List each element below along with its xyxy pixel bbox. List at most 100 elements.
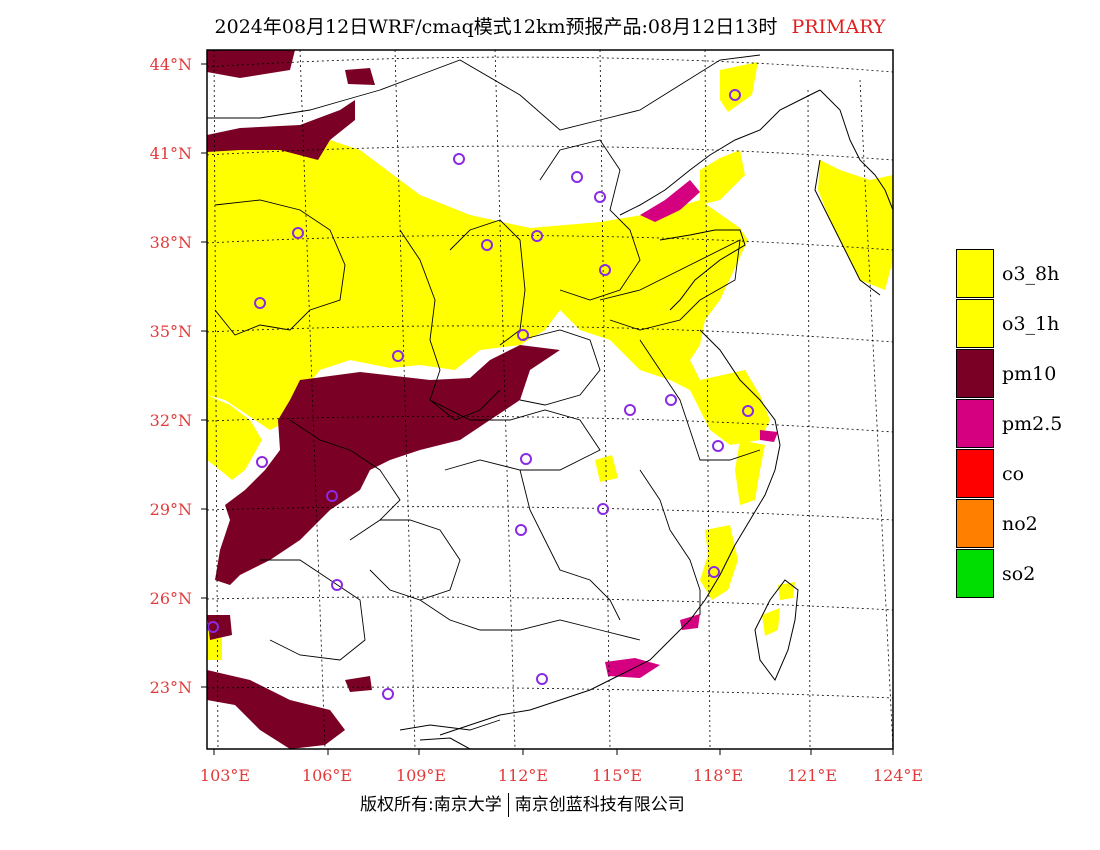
coast-taiwan [754, 579, 799, 681]
legend-label: pm10 [1002, 363, 1057, 385]
coastlines [419, 89, 893, 749]
o3-region-jiangxi-spot [595, 455, 618, 482]
station-marker [597, 503, 609, 515]
pm10-region-guangxi-patch [345, 676, 372, 692]
parallel-26n [207, 596, 893, 611]
boundary-inner-mongolia [207, 54, 761, 131]
meridian-121e [807, 89, 811, 749]
meridian-124e [859, 79, 893, 749]
o3-region-northeast [720, 62, 758, 112]
footer-separator [507, 793, 509, 817]
legend-swatch [956, 299, 994, 348]
chart-title: 2024年08月12日WRF/cmaq模式12km预报产品:08月12日13时 P… [0, 12, 1100, 39]
o3-region-liaoning [700, 150, 745, 205]
o3-region-north [207, 130, 770, 445]
station-marker [729, 89, 741, 101]
province-boundaries [207, 54, 761, 731]
lat-tick-label: 29°N [150, 500, 192, 519]
station-marker [520, 453, 532, 465]
legend-label: no2 [1002, 513, 1038, 535]
legend-swatch [956, 499, 994, 548]
boundary-yunnan [260, 559, 366, 661]
pm10-region-west-edge [207, 615, 232, 640]
o3-region-taiwan-north [778, 582, 795, 600]
meridian-118e [704, 50, 711, 749]
station-marker [382, 688, 394, 700]
lat-tick-label: 38°N [150, 233, 192, 252]
boundary-shaanxi [399, 229, 501, 421]
station-marker [481, 239, 493, 251]
pm10-region-yunnan-south [207, 670, 345, 749]
boundary-hebei [539, 139, 641, 301]
station-marker [515, 524, 527, 536]
boundary-anhui-jiangsu [639, 339, 761, 461]
legend-label: pm2.5 [1002, 413, 1063, 435]
station-marker [256, 456, 268, 468]
pm25-region-bohai [640, 180, 700, 222]
station-marker [331, 579, 343, 591]
o3-region-east-coast [735, 440, 765, 505]
station-marker [453, 153, 465, 165]
meridian-106e [299, 50, 326, 749]
station-marker [292, 227, 304, 239]
o3-region-west [207, 395, 262, 480]
station-marker [254, 297, 266, 309]
meridian-115e [599, 50, 611, 749]
boundary-jiangxi-fujian [639, 469, 701, 615]
lon-tick-label: 124°E [873, 766, 923, 785]
lat-tick-label: 44°N [150, 55, 192, 74]
boundary-shandong [599, 239, 741, 331]
lon-tick-label: 106°E [302, 766, 352, 785]
boundary-guangxi-guangdong [419, 599, 641, 641]
station-markers [207, 89, 754, 700]
lon-tick-label: 103°E [200, 766, 250, 785]
o3-areas [207, 62, 893, 660]
station-marker [571, 171, 583, 183]
pm10-region-sichuan [215, 345, 560, 585]
pm25-areas [605, 180, 778, 678]
coast-hainan [419, 737, 471, 749]
o3-region-fujian [700, 525, 738, 600]
station-marker [531, 230, 543, 242]
station-marker [712, 440, 724, 452]
station-marker [207, 621, 219, 633]
station-marker [624, 404, 636, 416]
station-marker [665, 394, 677, 406]
parallel-23n [207, 686, 893, 699]
graticule [207, 50, 893, 749]
legend-swatch [956, 449, 994, 498]
copyright-footer: 版权所有:南京大学 南京创蓝科技有限公司 [360, 790, 685, 817]
boundary-hunan-jiangxi [519, 469, 621, 621]
pm10-region-top-left [207, 50, 295, 78]
tick-marks [201, 63, 894, 755]
coast-bohai-yellow-sea [619, 89, 821, 216]
boundary-hubei [429, 399, 601, 471]
pm10-region-top-patch [345, 68, 375, 85]
boundary-henan [519, 329, 601, 406]
station-marker [326, 490, 338, 502]
lat-tick-label: 23°N [150, 678, 192, 697]
legend-label: co [1002, 463, 1025, 485]
legend-swatch [956, 549, 994, 598]
copyright-right: 南京创蓝科技有限公司 [514, 795, 685, 815]
coast-korea [819, 89, 893, 211]
o3-region-korea [818, 160, 893, 290]
station-marker [392, 350, 404, 362]
lon-tick-labels: 103°E 106°E 109°E 112°E 115°E 118°E 121°… [200, 766, 923, 785]
lon-tick-label: 109°E [396, 766, 446, 785]
station-marker [599, 264, 611, 276]
station-marker [536, 673, 548, 685]
parallel-44n [207, 56, 893, 73]
title-primary-tag: PRIMARY [791, 16, 886, 38]
pm25-region-shanghai [760, 430, 778, 442]
coast-jiangsu-zhejiang [699, 329, 781, 546]
title-main: 2024年08月12日WRF/cmaq模式12km预报产品:08月12日13时 [214, 16, 778, 38]
pm25-region-guangdong [605, 658, 660, 678]
legend-swatch [956, 399, 994, 448]
pm10-region-north-strip [207, 100, 355, 160]
lon-tick-label: 121°E [787, 766, 837, 785]
o3-region-taiwan [762, 608, 780, 636]
lat-tick-label: 32°N [150, 411, 192, 430]
station-marker [517, 329, 529, 341]
